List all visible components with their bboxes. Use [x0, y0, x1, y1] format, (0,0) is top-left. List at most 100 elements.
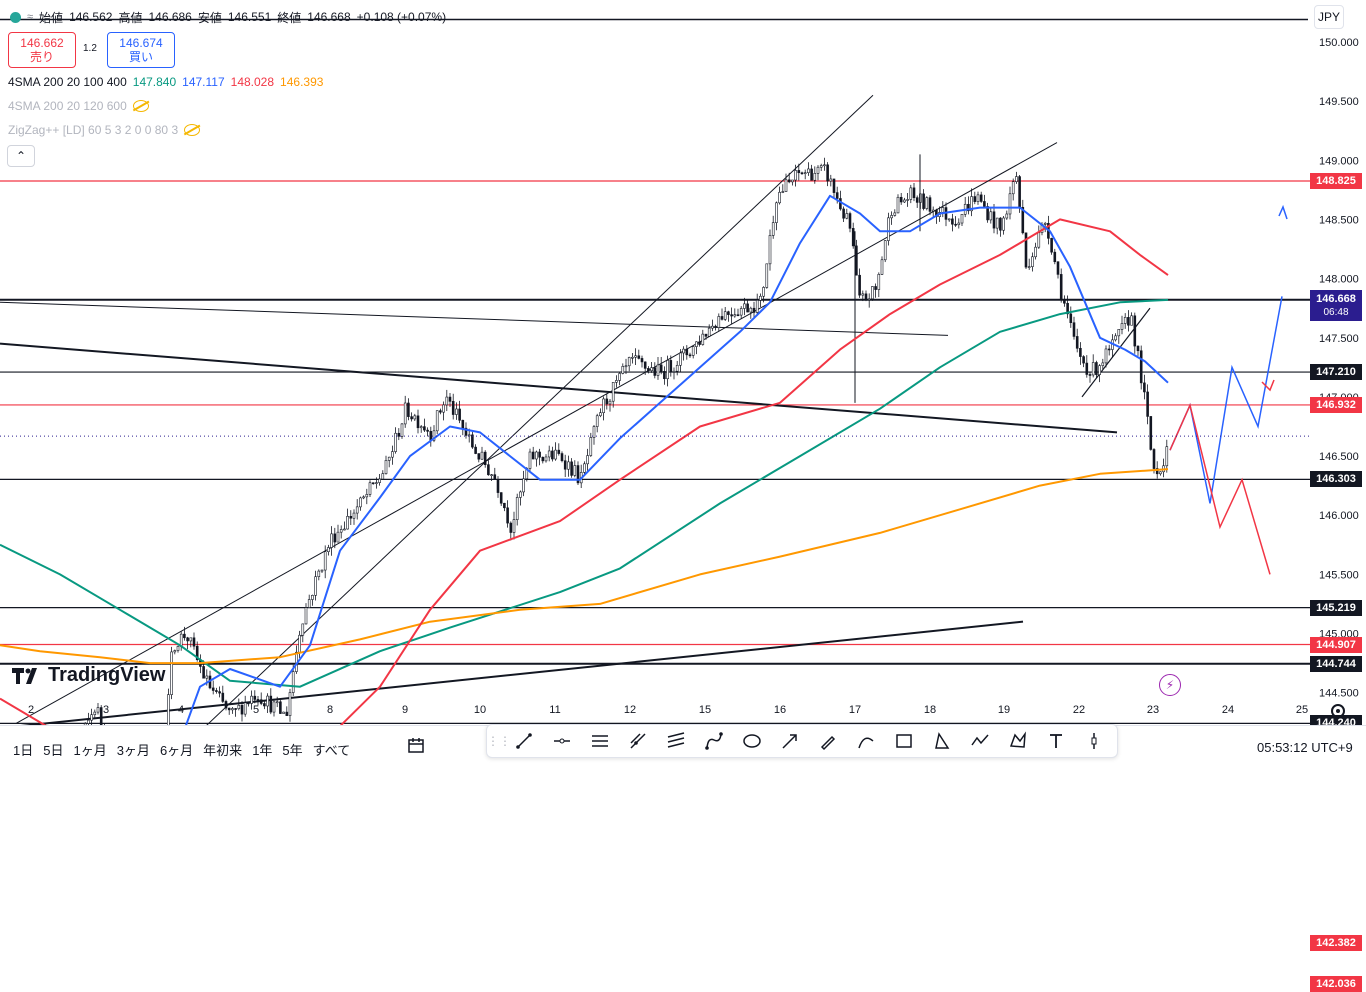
horizontal-ray-icon[interactable]: [543, 725, 581, 757]
currency-button[interactable]: JPY: [1314, 5, 1344, 29]
indicator-zigzag[interactable]: ZigZag++ [LD] 60 5 3 2 0 0 80 3: [8, 123, 200, 137]
candle-up: [779, 192, 781, 203]
candle-up: [807, 169, 809, 173]
candle-up: [795, 170, 797, 180]
candle-down: [1051, 238, 1053, 252]
candle-up: [625, 366, 627, 367]
indicator-sma-secondary[interactable]: 4SMA 200 20 120 600: [8, 99, 149, 113]
candle-up: [820, 165, 822, 167]
range-button[interactable]: 5年: [279, 740, 305, 759]
candle-up: [609, 401, 611, 404]
candle-up: [996, 218, 998, 228]
buy-label: 買い: [129, 50, 153, 64]
price-range-icon[interactable]: [1075, 725, 1113, 757]
hidden-eye-icon[interactable]: [184, 124, 200, 136]
time-tick-label: 18: [924, 704, 936, 716]
candle-up: [327, 548, 329, 552]
polyline-icon[interactable]: [961, 725, 999, 757]
price-tick-label: 144.500: [1319, 688, 1359, 700]
candle-up: [782, 192, 784, 193]
drag-handle-icon[interactable]: ⋮⋮: [487, 734, 505, 748]
arrow-icon[interactable]: [771, 725, 809, 757]
range-button[interactable]: すべて: [310, 740, 354, 759]
price-level-label: 148.825: [1310, 173, 1362, 189]
brand-name: TradingView: [48, 664, 165, 687]
trend-line-icon[interactable]: [505, 725, 543, 757]
ohlc-close-label: 終値: [277, 9, 301, 26]
gear-icon[interactable]: [1331, 704, 1345, 718]
candle-up: [529, 452, 531, 468]
price-tick-label: 146.500: [1319, 451, 1359, 463]
candle-up: [785, 180, 787, 192]
path-icon[interactable]: [695, 725, 733, 757]
candle-down: [561, 454, 563, 461]
candle-up: [657, 365, 659, 376]
fib-retracement-icon[interactable]: [657, 725, 695, 757]
chevron-up-icon: ⌃: [16, 149, 26, 163]
range-button[interactable]: 1年: [249, 740, 275, 759]
candle-up: [587, 456, 589, 464]
price-tick-label: 149.500: [1319, 96, 1359, 108]
candle-down: [1153, 449, 1155, 468]
go-to-date-icon[interactable]: [407, 736, 427, 754]
candle-down: [430, 431, 432, 440]
candle-down: [187, 638, 189, 641]
buy-button[interactable]: 146.674 買い: [107, 32, 175, 68]
candle-up: [711, 326, 713, 328]
candle-down: [1147, 392, 1149, 416]
range-button[interactable]: 6ヶ月: [157, 740, 196, 759]
ohlc-close: 146.668: [307, 10, 350, 24]
hidden-eye-icon[interactable]: [133, 100, 149, 112]
sell-button[interactable]: 146.662 売り: [8, 32, 76, 68]
rectangle-icon[interactable]: [885, 725, 923, 757]
candle-down: [193, 638, 195, 646]
range-button[interactable]: 3ヶ月: [114, 740, 153, 759]
pattern-icon[interactable]: [999, 725, 1037, 757]
candle-up: [331, 534, 333, 548]
brush-icon[interactable]: [809, 725, 847, 757]
candle-down: [571, 462, 573, 476]
candle-down: [1140, 351, 1142, 383]
candle-down: [670, 360, 672, 371]
candle-up: [555, 450, 557, 459]
chart-canvas[interactable]: 150.000149.500149.000148.500148.000147.5…: [0, 0, 1366, 768]
candle-up: [292, 672, 294, 693]
candle-down: [900, 197, 902, 202]
range-button[interactable]: 1ヶ月: [70, 740, 109, 759]
text-icon[interactable]: [1037, 725, 1075, 757]
candle-down: [865, 294, 867, 300]
candle-down: [923, 194, 925, 209]
candle-down: [689, 355, 691, 356]
range-button[interactable]: 1日: [10, 740, 36, 759]
parallel-channel-icon[interactable]: [581, 725, 619, 757]
candle-down: [510, 523, 512, 532]
candle-down: [731, 315, 733, 316]
candle-down: [539, 452, 541, 457]
candle-up: [814, 173, 816, 180]
pitchfork-icon[interactable]: [619, 725, 657, 757]
range-button[interactable]: 5日: [40, 740, 66, 759]
candle-up: [862, 294, 864, 295]
time-tick-label: 10: [474, 704, 486, 716]
tradingview-logo[interactable]: TradingView: [12, 664, 165, 687]
triangle-icon[interactable]: [923, 725, 961, 757]
price-level-label: 147.210: [1310, 364, 1362, 380]
time-tick-label: 12: [624, 704, 636, 716]
candle-up: [1015, 177, 1017, 182]
candle-up: [1009, 194, 1011, 214]
range-button[interactable]: 年初来: [200, 740, 245, 759]
candle-down: [727, 312, 729, 315]
curve-icon[interactable]: [847, 725, 885, 757]
candle-up: [1115, 336, 1117, 340]
clock[interactable]: 05:53:12 UTC+9: [1257, 740, 1353, 755]
trend-line: [16, 143, 1057, 724]
ellipse-icon[interactable]: [733, 725, 771, 757]
price-level-label: 142.382: [1310, 935, 1362, 951]
indicator-sma-primary[interactable]: 4SMA 200 20 100 400 147.840 147.117 148.…: [8, 75, 323, 89]
lightning-icon[interactable]: ⚡: [1159, 674, 1181, 696]
candle-down: [715, 326, 717, 327]
candle-down: [788, 180, 790, 182]
candle-up: [491, 475, 493, 476]
collapse-legend-button[interactable]: ⌃: [7, 145, 35, 167]
